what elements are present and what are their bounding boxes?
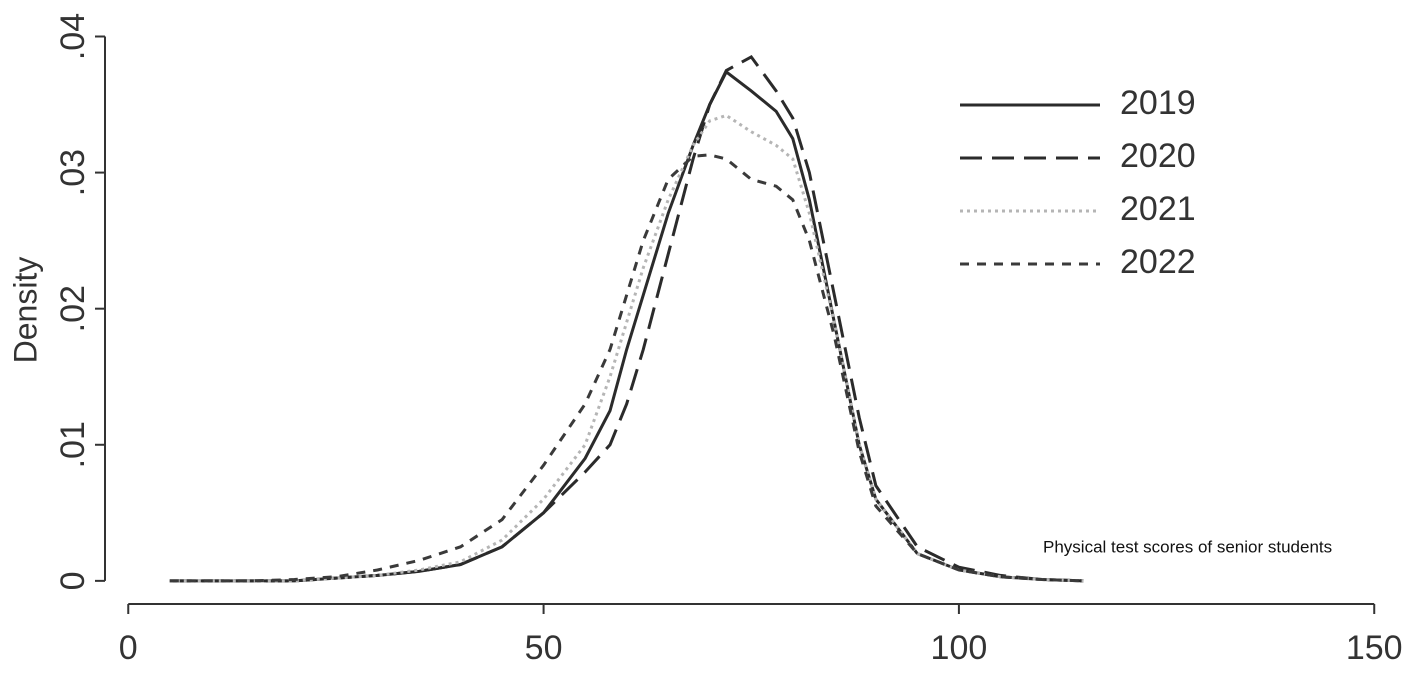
legend-label: 2021	[1120, 190, 1196, 228]
y-tick-label: .04	[54, 13, 92, 60]
y-tick-label: .03	[54, 149, 92, 196]
x-tick-label: 0	[119, 629, 138, 667]
line-series	[169, 54, 1084, 583]
legend-label: 2019	[1120, 84, 1196, 122]
line-series	[169, 153, 1084, 583]
y-axis-label: Density	[7, 257, 43, 364]
y-tick-label: .02	[54, 285, 92, 332]
y-tick-label: 0	[54, 571, 92, 590]
x-tick-label: 50	[525, 629, 563, 667]
annotation: Physical test scores of senior students	[1043, 537, 1332, 556]
x-tick-label: 150	[1346, 629, 1403, 667]
x-tick-label: 100	[931, 629, 988, 667]
legend-label: 2020	[1120, 137, 1196, 175]
y-tick-label: .01	[54, 421, 92, 468]
line-series	[169, 69, 1084, 583]
legend-label: 2022	[1120, 243, 1196, 281]
